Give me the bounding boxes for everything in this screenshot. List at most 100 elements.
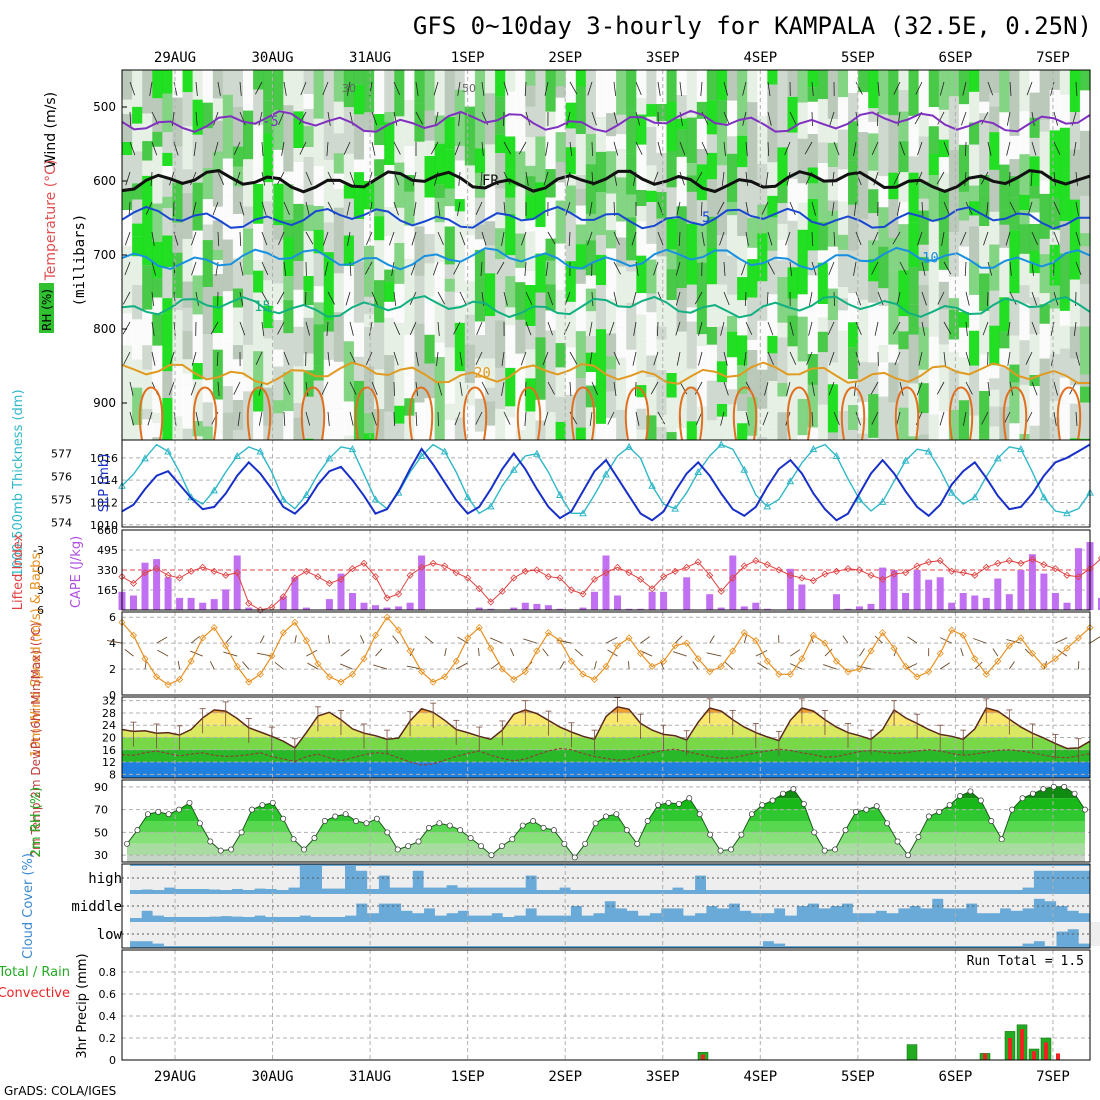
rh-cell (404, 225, 415, 260)
wind-barb (744, 291, 747, 307)
wind-barb (326, 321, 329, 337)
top-date-labels: 29AUG 30AUG 31AUG 1SEP 2SEP 3SEP 4SEP 5SEP 6SEP 7… (154, 50, 1070, 66)
wind-barb (106, 639, 123, 644)
precip-convective-bar (1032, 1051, 1036, 1060)
rh-cell (848, 430, 859, 440)
rh-cell (374, 145, 385, 160)
lifted-index-point (406, 571, 414, 579)
wind-barb (475, 201, 483, 215)
isotherm-line (1056, 386, 1082, 441)
wind-speed-point (740, 629, 748, 637)
wind-barb (327, 171, 335, 185)
wind-barb (589, 201, 593, 216)
rh-cell (313, 380, 325, 423)
rh-cell (585, 275, 597, 289)
rh-cell (706, 216, 718, 248)
rh-cell (908, 436, 920, 440)
wind-barb (939, 662, 951, 670)
rh-cell (807, 101, 819, 134)
rh-cell (505, 255, 516, 277)
rh-point (613, 811, 620, 818)
cloud-gap (694, 922, 707, 946)
wind-barb (233, 141, 241, 155)
rh-cell (606, 70, 617, 114)
rh-cell (263, 280, 274, 306)
wind-barb (1031, 141, 1037, 156)
cloud-gap (875, 866, 888, 890)
cape-bar (637, 608, 645, 610)
rh-cell (969, 319, 980, 331)
lifted-index-point (129, 579, 138, 587)
rh-cell (958, 357, 970, 401)
rh-point (373, 815, 380, 822)
wind-barb (304, 291, 307, 307)
rh-cell (454, 322, 466, 372)
rh-point (290, 836, 297, 843)
rh-cell (878, 114, 889, 132)
rh-cell (142, 345, 153, 370)
bottom-date-label: 7SEP (1036, 1069, 1070, 1085)
rh-point (842, 827, 849, 834)
rh-cell (817, 262, 829, 304)
rh-cell (263, 133, 274, 183)
wind-speed-point (948, 626, 956, 634)
wind-speed-point (590, 675, 599, 684)
rh-cell (464, 426, 476, 440)
wind-speed-point (533, 647, 541, 655)
cloud-gap (389, 894, 402, 904)
cloud-gap (943, 922, 955, 946)
lifted-index-point (210, 567, 218, 575)
wind-barb (475, 351, 483, 365)
wind-barb (695, 411, 703, 425)
rh-cell (999, 164, 1010, 211)
wind-barb (411, 231, 417, 246)
rh-cell (454, 417, 466, 440)
rh-cell (414, 275, 426, 324)
wind-barb (122, 321, 131, 335)
top-date-label: 29AUG (154, 50, 196, 66)
rh-cell (696, 224, 708, 263)
rh-cell (716, 188, 728, 236)
rh-cell (837, 70, 849, 98)
wind-barb (1026, 81, 1033, 96)
rh-cell (807, 199, 819, 218)
rh-cell (606, 230, 617, 249)
wind-speed-point (487, 644, 495, 652)
rh-cell (868, 329, 879, 363)
wind-barb (391, 261, 395, 276)
isotherm-line (570, 386, 596, 441)
cape-bar (717, 607, 725, 610)
cloud-gap (355, 866, 368, 871)
wind-barb (855, 231, 862, 246)
rh-cell (172, 70, 184, 98)
rh-cell (505, 417, 516, 440)
wind-barb (490, 637, 503, 644)
rh-cell (767, 381, 778, 430)
rh-cell (535, 292, 547, 338)
rh-cell (384, 112, 395, 123)
rh-cell (172, 416, 184, 440)
rh-point (405, 843, 412, 850)
rh-cell (132, 123, 143, 152)
rh-cell (1019, 194, 1031, 211)
rh-cell (273, 183, 284, 226)
wind-speed-point (141, 655, 149, 663)
wind-barb (173, 141, 179, 156)
cloud-gap (965, 922, 978, 946)
wind-speed-point (395, 626, 403, 634)
rh-cell (202, 224, 214, 241)
rh-point (946, 802, 953, 809)
wind-speed-point (671, 642, 679, 650)
cloud-gap (423, 866, 436, 888)
rh-cell (182, 92, 194, 127)
rh-point (519, 822, 526, 829)
rh-cell (1059, 70, 1071, 95)
rh-cell (817, 179, 829, 223)
rh-cell (777, 70, 789, 101)
rh-cell (333, 273, 345, 313)
rh-point (134, 827, 141, 834)
wind-barb (1075, 201, 1079, 216)
wind-barb (916, 381, 923, 396)
rh-point (186, 799, 193, 806)
wind-barb (1009, 201, 1017, 215)
